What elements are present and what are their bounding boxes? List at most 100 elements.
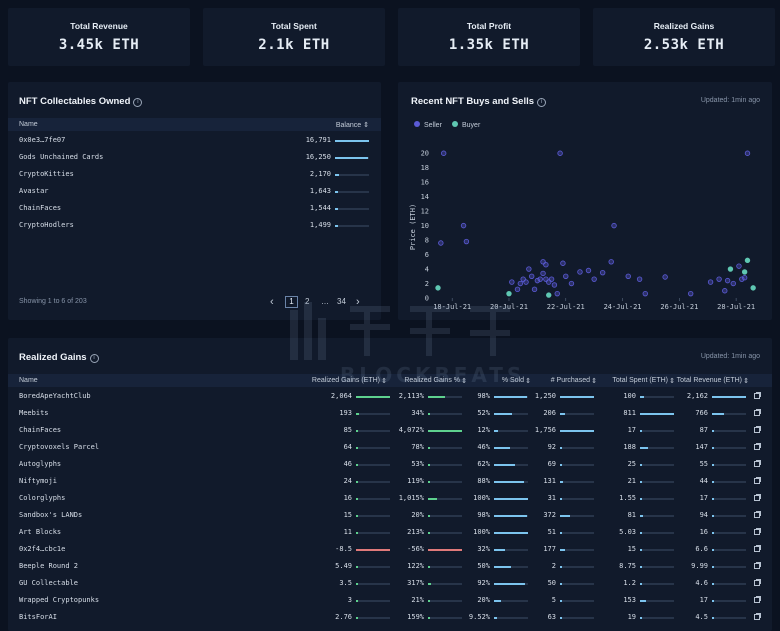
total-revenue: 44 (699, 477, 708, 485)
col-realized-gains[interactable]: Realized Gains % (404, 377, 460, 384)
balance-value: 1,643 (309, 187, 331, 195)
table-row[interactable]: Autoglyphs 46 53% 62% 69 25 55 (8, 456, 772, 473)
table-row[interactable]: BoredApeYachtClub 2,064 2,113% 98% 1,250 100 2… (8, 388, 772, 405)
collection-name[interactable]: Wrapped Cryptopunks (19, 596, 100, 604)
seller-point (554, 290, 560, 297)
table-row[interactable]: ChainFaces 1,544 (8, 200, 381, 217)
col-balance-label: Balance (335, 122, 362, 129)
y-tick-label: 14 (421, 193, 429, 201)
table-row[interactable]: 0x0e3…7fe07 16,791 (8, 132, 381, 149)
col--purchased[interactable]: # Purchased (550, 377, 590, 384)
collection-name[interactable]: BitsForAI (19, 613, 57, 621)
table-row[interactable]: CryptoHodlers 1,499 (8, 217, 381, 234)
table-row[interactable]: Meebits 193 34% 52% 206 811 766 (8, 405, 772, 422)
sort-icon[interactable]: ⇕ (743, 378, 749, 385)
external-link-icon[interactable] (754, 409, 761, 416)
info-icon[interactable]: i (89, 354, 99, 363)
total-spent: 100 (623, 392, 636, 400)
realized-gain-pct: -56% (407, 545, 424, 553)
table-row[interactable]: CryptoKitties 2,170 (8, 166, 381, 183)
total-spent: 17 (627, 426, 636, 434)
buys-sells-scatter-chart[interactable]: 0 2 4 6 8 10 12 14 16 18 20 18-Jul-21 20-Jul-21 22-Ju… (398, 140, 772, 315)
collection-name[interactable]: Gods Unchained Cards (19, 153, 104, 161)
collection-name[interactable]: Sandbox's LANDs (19, 511, 83, 519)
collection-name[interactable]: Autoglyphs (19, 460, 62, 468)
sort-icon[interactable]: ⇕ (461, 378, 467, 385)
external-link-icon[interactable] (754, 392, 761, 399)
collection-name[interactable]: 0x2f4…cbc1e (19, 545, 66, 553)
table-row[interactable]: Art Blocks 11 213% 100% 51 5.03 16 (8, 524, 772, 541)
page-1-button[interactable]: 1 (285, 296, 298, 308)
sort-icon[interactable]: ⇕ (591, 378, 597, 385)
table-row[interactable]: 0x2f4…cbc1e -8.5 -56% 32% 177 15 6.6 (8, 541, 772, 558)
external-link-icon[interactable] (754, 579, 761, 586)
table-row[interactable]: Niftymoji 24 119% 88% 131 21 44 (8, 473, 772, 490)
external-link-icon[interactable] (754, 562, 761, 569)
external-link-icon[interactable] (754, 596, 761, 603)
table-row[interactable]: Colorglyphs 16 1,015% 100% 31 1.55 17 (8, 490, 772, 507)
realized-gain-pct-bar (428, 532, 462, 534)
realized-gain-pct: 4,072% (398, 426, 424, 434)
table-row[interactable]: BitsForAI 2.76 159% 9.52% 63 19 4.5 (8, 609, 772, 626)
col--sold[interactable]: % Sold (501, 377, 524, 384)
collection-name[interactable]: Colorglyphs (19, 494, 66, 502)
external-link-icon[interactable] (754, 460, 761, 467)
external-link-icon[interactable] (754, 545, 761, 552)
table-row[interactable]: ChainFaces 85 4,072% 12% 1,756 17 87 (8, 422, 772, 439)
total-revenue-bar (712, 396, 746, 398)
table-row[interactable]: Avastar 1,643 (8, 183, 381, 200)
external-link-icon[interactable] (754, 494, 761, 501)
table-row[interactable]: GU Collectable 3.5 317% 92% 50 1.2 4.6 (8, 575, 772, 592)
external-link-icon[interactable] (754, 528, 761, 535)
collection-name[interactable]: Art Blocks (19, 528, 62, 536)
collection-name[interactable]: Cryptovoxels Parcel (19, 443, 100, 451)
realized-gain-value: 15 (343, 511, 352, 519)
sold-pct-bar (494, 566, 528, 568)
collection-name[interactable]: Meebits (19, 409, 49, 417)
collection-name[interactable]: GU Collectable (19, 579, 79, 587)
table-row[interactable]: Gods Unchained Cards 16,250 (8, 149, 381, 166)
col-balance[interactable]: Balance ⇕ (336, 121, 369, 129)
collection-name[interactable]: Avastar (19, 187, 49, 195)
external-link-icon[interactable] (754, 426, 761, 433)
col-total-spent-eth[interactable]: Total Spent (ETH) (612, 377, 668, 384)
realized-gain-value: 3.5 (339, 579, 352, 587)
collection-name[interactable]: BoredApeYachtClub (19, 392, 91, 400)
sort-icon[interactable]: ⇕ (669, 378, 675, 385)
table-row[interactable]: Wrapped Cryptopunks 3 21% 20% 5 153 17 (8, 592, 772, 609)
next-page-icon[interactable]: › (356, 296, 360, 308)
external-link-icon[interactable] (754, 477, 761, 484)
sort-icon[interactable]: ⇕ (525, 378, 531, 385)
collection-name[interactable]: CryptoKitties (19, 170, 74, 178)
table-row[interactable]: Beeple Round 2 5.49 122% 50% 2 8.75 9.99 (8, 558, 772, 575)
seller-point (568, 280, 575, 287)
collection-name[interactable]: CryptoHodlers (19, 221, 74, 229)
collection-name[interactable]: 0x0e3…7fe07 (19, 136, 66, 144)
buyer-point (741, 269, 748, 275)
legend-buyer[interactable]: Buyer (452, 121, 480, 129)
table-row[interactable]: Sandbox's LANDs 15 20% 98% 372 81 94 (8, 507, 772, 524)
col-name[interactable]: Name (19, 121, 38, 128)
collection-name[interactable]: ChainFaces (19, 204, 62, 212)
x-tick-label: 28-Jul-21 (717, 303, 755, 311)
info-icon[interactable]: i (133, 98, 143, 107)
realized-gain-pct-bar (428, 430, 462, 432)
collection-name[interactable]: Niftymoji (19, 477, 57, 485)
page-34-button[interactable]: 34 (337, 297, 346, 306)
external-link-icon[interactable] (754, 613, 761, 620)
collection-name[interactable]: ChainFaces (19, 426, 62, 434)
collection-name[interactable]: Beeple Round 2 (19, 562, 79, 570)
col-total-revenue-eth[interactable]: Total Revenue (ETH) (676, 377, 742, 384)
external-link-icon[interactable] (754, 443, 761, 450)
sort-icon[interactable]: ⇕ (381, 378, 387, 385)
info-icon[interactable]: i (537, 98, 547, 107)
external-link-icon[interactable] (754, 511, 761, 518)
balance-value: 2,170 (309, 170, 331, 178)
legend-seller[interactable]: Seller (414, 121, 442, 129)
legend-seller-label: Seller (424, 122, 442, 129)
page-2-button[interactable]: 2 (305, 297, 310, 306)
table-row[interactable]: Cryptovoxels Parcel 64 78% 46% 92 188 147 (8, 439, 772, 456)
col-name[interactable]: Name (19, 377, 38, 384)
col-realized-gains-eth[interactable]: Realized Gains (ETH) (311, 377, 380, 384)
prev-page-icon[interactable]: ‹ (270, 296, 274, 308)
